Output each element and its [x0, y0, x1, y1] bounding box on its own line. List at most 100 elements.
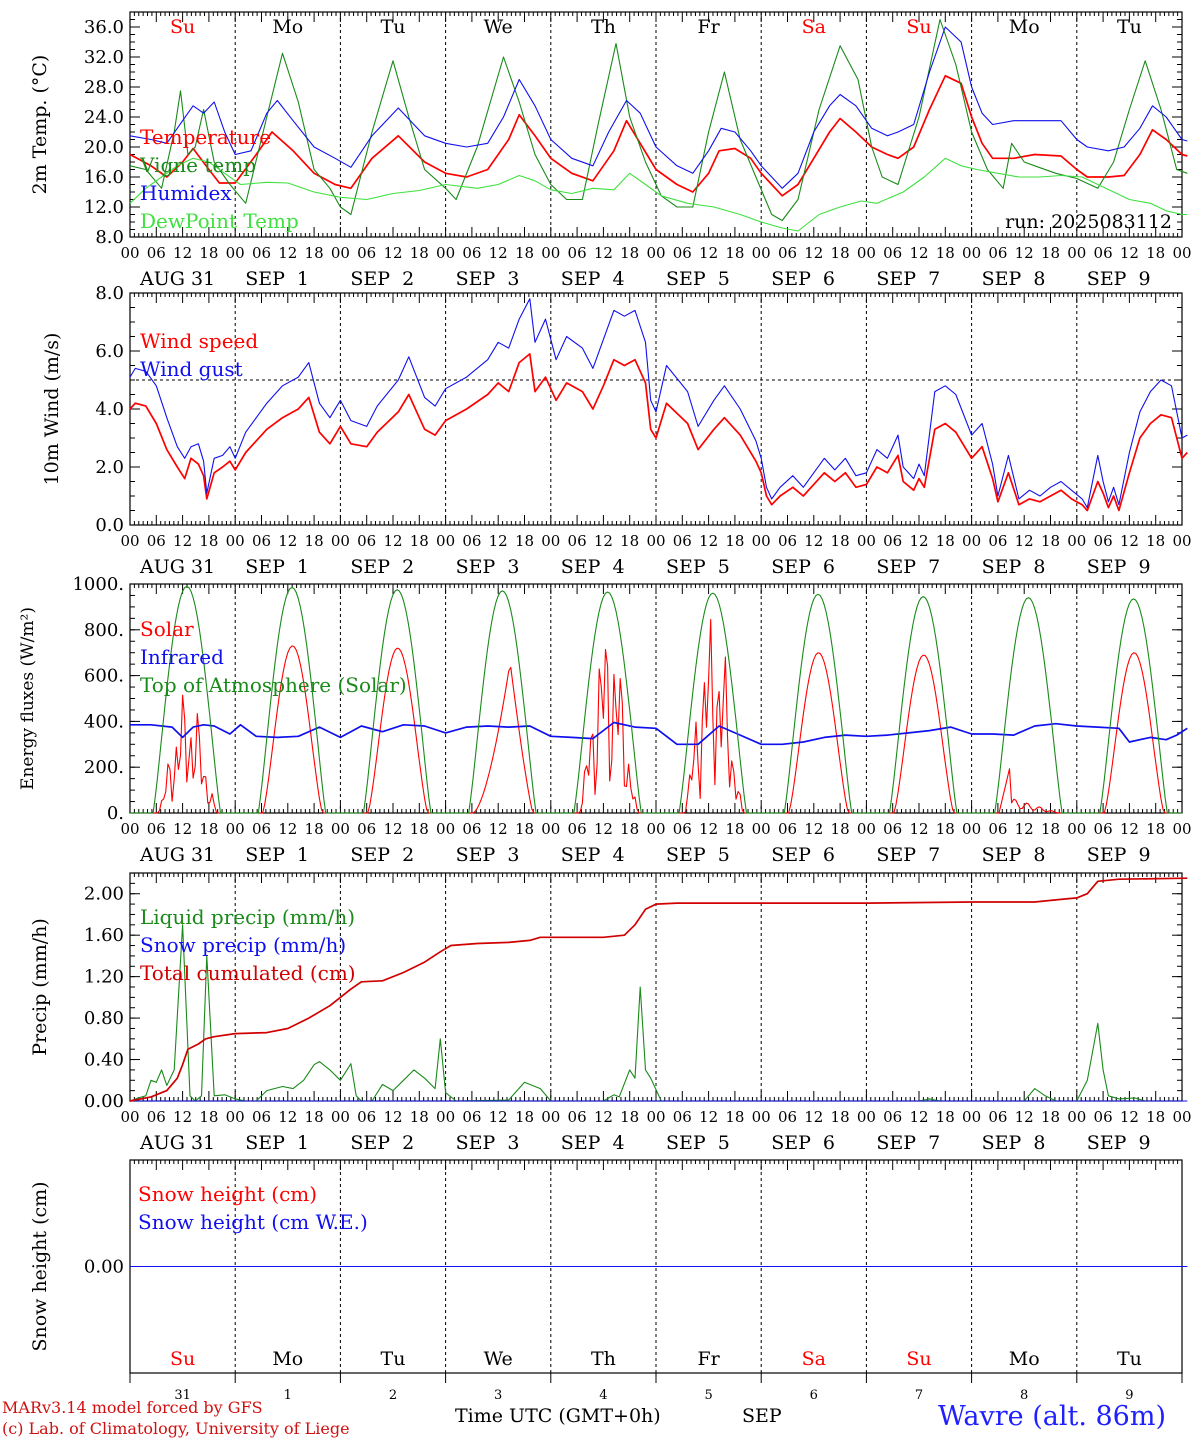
hour-tick-label: 00 [1067, 244, 1086, 262]
hour-tick-label: 06 [883, 820, 902, 838]
series-lines [130, 585, 1188, 814]
hour-tick-label: 12 [278, 532, 297, 550]
hour-tick-label: 00 [752, 532, 771, 550]
hour-tick-label: 06 [673, 1108, 692, 1126]
series-line-wind-gust [129, 298, 1188, 509]
hour-tick-label: 18 [831, 532, 850, 550]
date-label: SEP 4 [561, 1132, 625, 1154]
y-tick-label: 0.80 [84, 1008, 124, 1029]
hour-tick-label: 00 [962, 244, 981, 262]
weekday-label: Su [170, 16, 195, 38]
y-tick-label: 32.0 [84, 47, 124, 68]
y-tick-label: 0.00 [84, 1091, 124, 1112]
date-label: SEP 6 [771, 1132, 835, 1154]
hour-tick-label: 18 [305, 1108, 324, 1126]
hour-tick-label: 18 [305, 820, 324, 838]
hour-tick-label: 00 [752, 244, 771, 262]
hour-tick-label: 00 [646, 1108, 665, 1126]
hour-tick-label: 12 [1015, 244, 1034, 262]
weekday-label: Su [170, 1348, 195, 1370]
date-label: SEP 4 [561, 844, 625, 866]
hour-tick-label: 18 [515, 1108, 534, 1126]
hour-tick-label: 12 [383, 820, 402, 838]
hour-tick-label: 12 [489, 1108, 508, 1126]
weekday-label: Th [591, 16, 616, 38]
weekday-label: Su [906, 1348, 931, 1370]
hour-tick-label: 00 [1067, 820, 1086, 838]
y-axis-label: Energy fluxes (W/m²) [18, 607, 38, 790]
date-label: SEP 9 [1087, 1132, 1151, 1154]
hour-tick-label: 00 [646, 532, 665, 550]
weekday-label: Mo [272, 1348, 303, 1370]
hour-tick-label: 00 [857, 1108, 876, 1126]
hour-tick-label: 18 [1146, 1108, 1165, 1126]
hour-tick-label: 00 [541, 244, 560, 262]
legend-entry: Snow height (cm W.E.) [138, 1210, 368, 1234]
day-number-label: 5 [704, 1388, 712, 1403]
y-tick-label: 28.0 [84, 77, 124, 98]
y-tick-label: 0.0 [95, 515, 124, 536]
date-label: SEP 4 [561, 556, 625, 578]
hour-tick-label: 18 [831, 820, 850, 838]
hour-tick-label: 12 [489, 244, 508, 262]
series-line-temperature [129, 74, 1188, 197]
hour-tick-label: 00 [962, 532, 981, 550]
month-label: SEP [742, 1405, 782, 1427]
hour-tick-label: 12 [804, 820, 823, 838]
hour-tick-label: 12 [383, 532, 402, 550]
date-label: SEP 2 [350, 556, 414, 578]
run-annotation: run: 2025083112 [1005, 211, 1172, 233]
hour-tick-label: 18 [620, 532, 639, 550]
series-line-liquid-precip-mm-h- [129, 924, 1188, 1102]
y-tick-label: 2.0 [95, 457, 124, 478]
y-tick-label: 6.0 [95, 341, 124, 362]
date-label: SEP 5 [666, 268, 730, 290]
hour-tick-label: 06 [252, 820, 271, 838]
hour-tick-label: 12 [594, 244, 613, 262]
date-label: SEP 8 [982, 1132, 1046, 1154]
plot-frame [129, 11, 1183, 238]
hour-tick-label: 00 [1172, 820, 1191, 838]
hour-tick-label: 12 [699, 820, 718, 838]
hour-tick-label: 00 [857, 820, 876, 838]
hour-tick-label: 18 [410, 1108, 429, 1126]
day-number-label: 3 [494, 1388, 502, 1403]
date-label: SEP 1 [245, 268, 309, 290]
hour-tick-label: 18 [1146, 532, 1165, 550]
hour-tick-label: 00 [120, 244, 139, 262]
hour-tick-label: 00 [436, 820, 455, 838]
weekday-label: Tu [1117, 16, 1142, 38]
weekday-label: Sa [802, 16, 826, 38]
hour-tick-label: 12 [1120, 532, 1139, 550]
day-number-label: 2 [389, 1388, 397, 1403]
hour-tick-label: 12 [1015, 1108, 1034, 1126]
hour-tick-label: 00 [541, 532, 560, 550]
hour-tick-label: 06 [673, 532, 692, 550]
hour-tick-label: 12 [804, 244, 823, 262]
panel-energy: 0. 200. 400. 600. 800. 1000. Energy fluxes (W/… [18, 574, 1192, 866]
series-line-vigne-temp [129, 18, 1188, 222]
y-tick-label: 1.20 [84, 967, 124, 988]
hour-tick-label: 12 [699, 532, 718, 550]
hour-tick-label: 18 [725, 820, 744, 838]
series-line-wind-speed [129, 353, 1188, 512]
date-label: SEP 8 [982, 268, 1046, 290]
y-tick-label: 8.0 [95, 227, 124, 248]
y-tick-label: 0.40 [84, 1050, 124, 1071]
y-tick-label: 24.0 [84, 107, 124, 128]
y-tick-label: 36.0 [84, 17, 124, 38]
date-label: SEP 5 [666, 844, 730, 866]
weekday-label: Su [906, 16, 931, 38]
y-tick-label: 16.0 [84, 167, 124, 188]
date-label: SEP 5 [666, 1132, 730, 1154]
y-tick-label: 20.0 [84, 137, 124, 158]
hour-tick-label: 00 [436, 532, 455, 550]
hour-tick-label: 18 [410, 532, 429, 550]
hour-tick-label: 12 [699, 1108, 718, 1126]
day-number-label: 31 [174, 1388, 191, 1403]
panel-wind: 0.0 2.0 4.0 6.0 8.0 10m Wind (m/s) 00 06 12 18 AUG… [41, 283, 1192, 578]
legend-entry: Snow precip (mm/h) [140, 933, 346, 957]
hour-tick-label: 00 [331, 820, 350, 838]
day-number-label: 6 [810, 1388, 818, 1403]
y-tick-label: 0. [107, 803, 124, 824]
